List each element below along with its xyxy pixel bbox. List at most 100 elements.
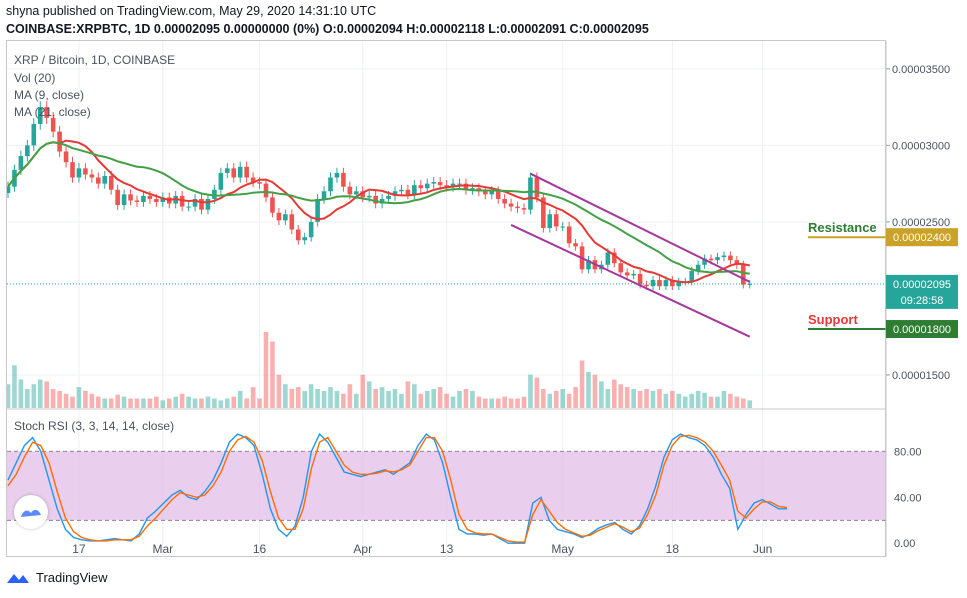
candle-body [147, 195, 153, 199]
stoch-rsi-tick-label: 80.00 [894, 446, 922, 458]
footer-brand-label: TradingView [36, 570, 108, 585]
candle-body [663, 280, 669, 287]
volume-bar [728, 393, 733, 408]
volume-bar [586, 371, 591, 408]
candle-body [315, 198, 320, 222]
volume-bar [354, 393, 359, 408]
candle-body [534, 177, 540, 198]
volume-bar [424, 390, 430, 408]
candle-body [573, 243, 578, 247]
candle-body [586, 260, 591, 270]
last-price-countdown: 09:28:58 [901, 295, 944, 307]
volume-bar [708, 396, 714, 408]
volume-bar [573, 387, 578, 408]
volume-bar [702, 392, 707, 408]
ma9-line [7, 139, 751, 284]
volume-bar [244, 398, 249, 408]
time-tick-label: Apr [353, 542, 372, 556]
volume-bar [663, 393, 669, 408]
candle-body [108, 175, 114, 190]
published-line: shyna published on TradingView.com, May … [6, 4, 377, 18]
volume-bar [50, 389, 56, 408]
volume-bar [502, 396, 507, 408]
stoch-rsi-tick-label: 40.00 [894, 492, 922, 504]
volume-bar [431, 389, 436, 408]
candle-body [257, 182, 262, 184]
candle-body [347, 186, 353, 195]
candle-body [450, 183, 456, 187]
volume-bar [366, 381, 372, 408]
resistance-price-tag-label: 0.00002400 [893, 232, 951, 244]
volume-bar [721, 390, 727, 408]
volume-bar [154, 396, 159, 408]
candle-body [708, 258, 714, 261]
volume-bar [450, 396, 456, 408]
volume-bar [715, 396, 720, 408]
candle-body [715, 257, 720, 261]
candle-body [250, 177, 256, 183]
support-label: Support [808, 312, 858, 327]
volume-bar [212, 398, 217, 408]
candle-body [76, 168, 82, 178]
candle-body [276, 212, 282, 221]
candle-body [605, 252, 611, 265]
footer-brand[interactable]: TradingView [6, 570, 108, 585]
volume-bar [166, 398, 172, 408]
volume-bar [31, 384, 37, 408]
volume-bar [547, 393, 553, 408]
volume-bar [321, 390, 327, 408]
candle-body [244, 166, 249, 178]
candle-body [225, 168, 230, 173]
volume-bar [695, 390, 701, 408]
candle-body [483, 191, 488, 195]
candle-body [508, 203, 514, 207]
support-price-tag [886, 320, 958, 339]
stoch-rsi-band [7, 451, 886, 521]
volume-bar [108, 398, 114, 408]
volume-bar [76, 387, 82, 408]
candle-body [386, 195, 391, 199]
volume-bar [618, 384, 624, 408]
candle-body [418, 185, 424, 189]
volume-bar [160, 400, 166, 408]
last-price-tag-label: 0.00002095 [893, 279, 951, 291]
volume-bar [315, 389, 320, 408]
volume-bar [682, 396, 688, 408]
volume-bar [412, 384, 417, 408]
candle-body [25, 145, 30, 157]
tradingview-watermark-icon [14, 495, 48, 529]
volume-bar [463, 389, 469, 408]
channel-lower-line [510, 224, 751, 338]
candle-body [566, 226, 572, 244]
candle-body [302, 237, 307, 241]
volume-bar [612, 379, 617, 408]
candle-body [637, 273, 643, 285]
volume-bar [670, 390, 675, 408]
candle-body [212, 189, 217, 199]
candle-body [424, 183, 430, 189]
price-tags: 0.00002400 0.00001800 0.00002095 09:28:58 [886, 228, 958, 339]
volume-bar [599, 381, 604, 408]
volume-bar [295, 387, 301, 408]
candle-body [553, 214, 559, 227]
candle-body [360, 191, 366, 198]
candle-body [50, 117, 56, 132]
candle-body [115, 189, 120, 206]
stoch-rsi-tick-label: 0.00 [894, 538, 915, 550]
candle-body [341, 172, 346, 187]
candle-body [695, 264, 701, 271]
volume-bar [237, 390, 243, 408]
volume-bar [199, 398, 204, 408]
volume-bar [470, 390, 475, 408]
ma21-line [7, 141, 750, 275]
stoch-rsi-d-line [7, 434, 788, 543]
volume-bar [37, 379, 43, 408]
candle-body [624, 272, 630, 276]
candle-body [308, 221, 314, 238]
candle-body [521, 208, 527, 210]
resistance-label: Resistance [808, 220, 877, 235]
volume-bar [541, 389, 546, 408]
candle-body [560, 226, 565, 228]
volume-bar [631, 389, 636, 408]
